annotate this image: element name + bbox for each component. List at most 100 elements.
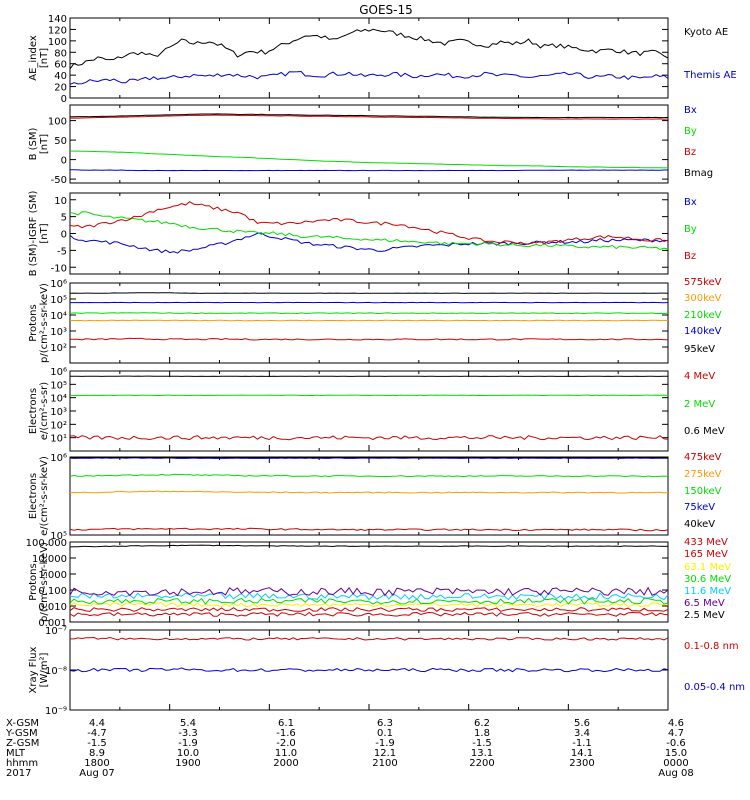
y-tick-label: 10 — [54, 196, 67, 207]
legend-label: 30.6 MeV — [684, 574, 731, 585]
series-line-ae-0 — [69, 28, 669, 70]
legend-label: 11.6 MeV — [684, 586, 731, 597]
y-tick-label: 140 — [48, 14, 67, 25]
panel-xray: 10⁻⁹ 10⁻⁸ 10⁻⁷ Xray Flux [W/m²] 0.1-0.8 nm 0.0… — [28, 626, 745, 717]
y-tick-label: 10.000 — [32, 554, 67, 565]
panel-bdiff: -10 -5 0 5 10 B (SM)-IGRF (SM) [nT] Bx By Bz — [28, 191, 697, 277]
y-axis-label: e/(cm²-s-sr-keV) — [39, 456, 50, 536]
ephem-cell: 1900 — [175, 758, 200, 769]
ephem-cell: Aug 08 — [658, 768, 693, 779]
panel-frame — [69, 17, 669, 99]
panel-frame — [69, 282, 669, 364]
series-line-protons1-2 — [69, 312, 669, 315]
ephem-row-label: MLT — [6, 748, 26, 759]
y-axis-label: [nT] — [39, 223, 50, 243]
series-line-protons1-4 — [69, 292, 669, 294]
y-tick-label: 20 — [54, 83, 67, 94]
ephem-cell: 11.0 — [275, 748, 297, 759]
y-tick-label: 1.000 — [38, 570, 67, 581]
ephem-cell: 4.7 — [668, 728, 684, 739]
ephem-cell: 1800 — [84, 758, 109, 769]
y-tick-label: 50 — [54, 136, 67, 147]
ephem-cell: -1.9 — [375, 738, 395, 749]
y-tick-label: 100.000 — [26, 538, 67, 549]
y-axis-label: Electrons — [28, 473, 39, 519]
ephem-cell: -1.5 — [472, 738, 492, 749]
series-line-bsm-0 — [69, 169, 668, 172]
y-tick-label: 0.001 — [38, 618, 67, 629]
ephem-cell: -1.1 — [572, 738, 592, 749]
y-tick-label: 0.010 — [38, 602, 67, 613]
panel-frame — [69, 192, 669, 275]
panel-frame — [69, 370, 669, 452]
legend-label: By — [684, 126, 697, 137]
ephem-cell: Aug 07 — [79, 768, 114, 779]
series-line-protons2-1 — [69, 607, 669, 612]
series-line-protons1-0 — [69, 337, 668, 341]
y-axis-label: Protons — [28, 304, 39, 341]
y-tick-label: 10⁵ — [50, 380, 67, 391]
ephem-row-label: hhmm — [6, 758, 38, 769]
y-tick-label: 10³ — [50, 407, 67, 418]
y-tick-label: 40 — [54, 71, 67, 82]
ephem-cell: 0.1 — [377, 728, 393, 739]
legend-label: 95keV — [684, 344, 715, 355]
series-line-protons2-3 — [69, 597, 669, 605]
legend-label: 165 MeV — [684, 549, 728, 560]
ephem-row-label: X-GSM — [6, 718, 39, 729]
legend-label: 63.1 MeV — [684, 562, 731, 573]
y-tick-label: 0 — [61, 94, 67, 105]
legend-label: 0.05-0.4 nm — [684, 682, 745, 693]
ephem-cell: -4.7 — [87, 728, 107, 739]
series-line-bdiff-0 — [69, 232, 669, 254]
ephem-cell: 4.4 — [89, 718, 105, 729]
y-tick-label: 10⁻⁹ — [45, 706, 67, 717]
ephem-cell: -1.6 — [276, 728, 296, 739]
y-tick-label: 10² — [50, 343, 67, 354]
ephem-cell: 5.4 — [180, 718, 196, 729]
ephem-cell: 0000 — [663, 758, 688, 769]
y-axis-label: B (SM) — [28, 127, 39, 160]
y-tick-label: 0 — [61, 156, 67, 167]
ephem-cell: -0.6 — [666, 738, 686, 749]
ephem-cell: 6.2 — [474, 718, 490, 729]
legend-label: Bmag — [684, 168, 713, 179]
y-tick-label: 10¹ — [50, 434, 67, 445]
ephem-cell: 8.9 — [89, 748, 105, 759]
panel-protons2: 0.001 0.010 0.100 1.000 10.000 100.000 Protons… — [26, 537, 732, 629]
legend-label: Bz — [684, 147, 696, 158]
legend-label: Bx — [684, 197, 697, 208]
y-tick-label: 10⁶ — [50, 367, 67, 378]
y-tick-label: -5 — [57, 246, 67, 257]
series-line-protons2-4 — [69, 592, 669, 601]
legend-label: Bx — [684, 105, 697, 116]
y-tick-label: 10⁴ — [50, 311, 67, 322]
ephem-cell: 10.0 — [177, 748, 199, 759]
ephemeris-table: X-GSM 4.4 5.4 6.1 6.3 6.2 5.6 4.6Y-GSM -4.7 -3.3-… — [5, 718, 694, 779]
y-tick-label: 10⁵ — [50, 295, 67, 306]
ephem-row-label: Y-GSM — [5, 728, 38, 739]
plot-title: GOES-15 — [359, 3, 413, 17]
y-tick-label: 0.100 — [38, 586, 67, 597]
y-tick-label: 10³ — [50, 327, 67, 338]
legend-label: 2.5 MeV — [684, 610, 725, 621]
legend-label: By — [684, 224, 697, 235]
y-tick-label: -10 — [51, 263, 67, 274]
series-line-electrons2-0 — [69, 527, 669, 532]
y-tick-label: 10⁴ — [50, 394, 67, 405]
ephem-cell: 6.3 — [377, 718, 393, 729]
legend-label: 0.1-0.8 nm — [684, 641, 739, 652]
y-tick-label: 80 — [54, 48, 67, 59]
series-line-protons2-5 — [69, 586, 669, 597]
legend-label: 150keV — [684, 486, 722, 497]
y-tick-label: 10⁵ — [50, 531, 67, 542]
ephem-cell: 1.8 — [474, 728, 490, 739]
ephem-cell: -2.0 — [276, 738, 296, 749]
series-line-xray-1 — [69, 667, 669, 673]
series-line-electrons1-1 — [69, 394, 669, 397]
y-axis-label: p/(cm²-s-sr-keV) — [39, 283, 50, 363]
ephem-cell: 2300 — [569, 758, 594, 769]
ephem-cell: 2200 — [469, 758, 494, 769]
